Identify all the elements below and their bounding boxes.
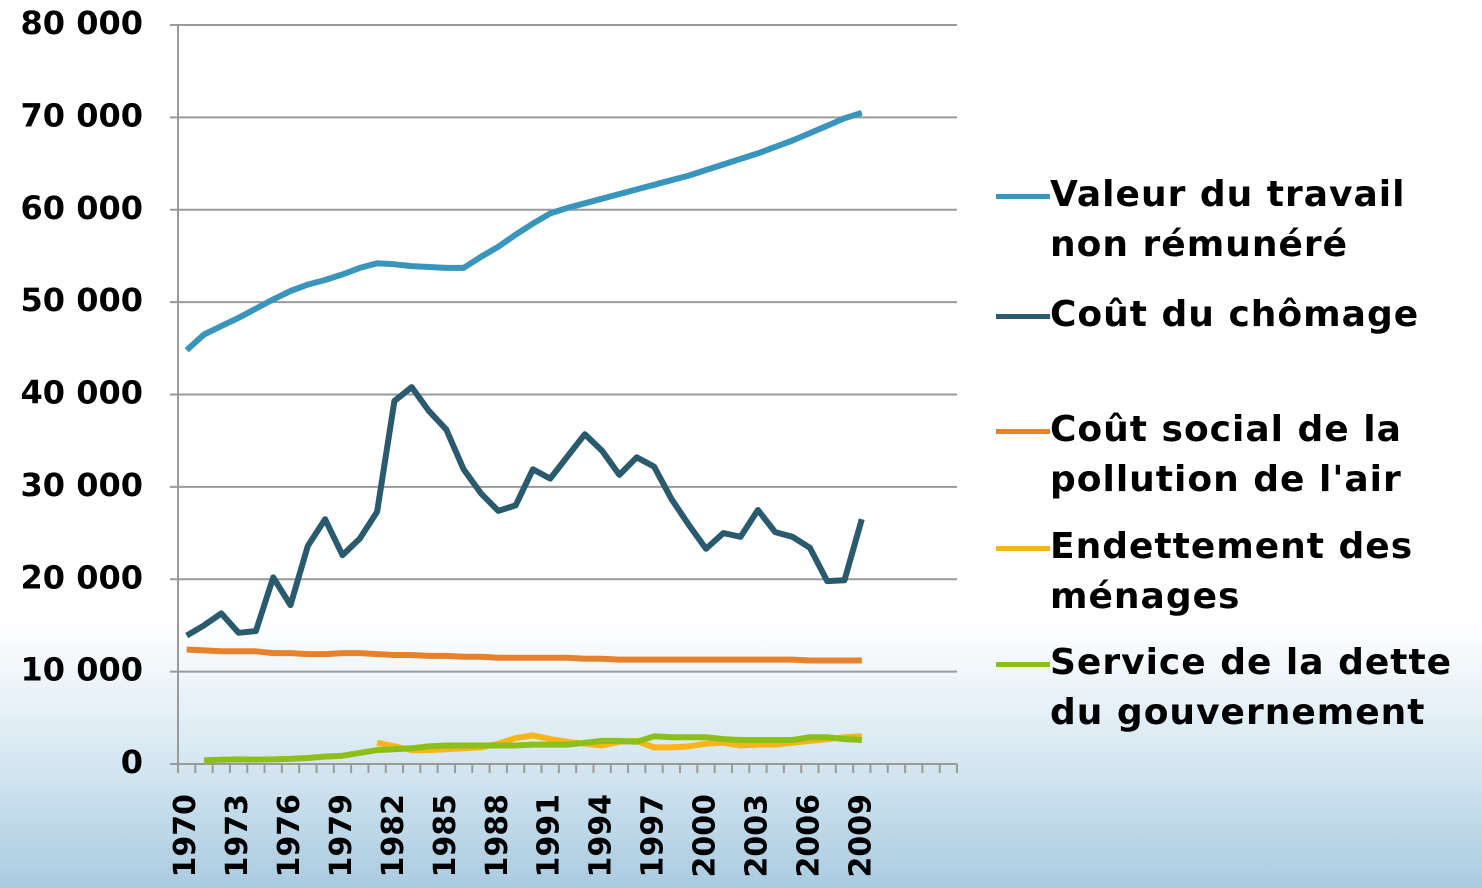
y-tick-label: 80 000 <box>21 4 143 42</box>
y-tick-label: 0 <box>121 743 143 781</box>
x-tick-label: 1997 <box>636 794 671 878</box>
x-tick-label: 1991 <box>532 794 567 878</box>
series-line <box>184 109 863 353</box>
legend-item: Service de la dette du gouvernement <box>996 638 1482 738</box>
x-tick-label: 1970 <box>168 794 203 878</box>
legend-label: Coût social de la pollution de l'air <box>1050 409 1402 500</box>
x-tick-label: 2006 <box>791 794 826 878</box>
legend-item: Coût social de la pollution de l'air <box>996 405 1482 505</box>
x-tick-label: 1988 <box>480 794 515 878</box>
y-tick-label: 30 000 <box>21 466 143 504</box>
series-line <box>203 733 862 764</box>
x-tick-label: 2000 <box>687 794 722 878</box>
x-tick-label: 1979 <box>324 794 359 878</box>
legend-label: Service de la dette du gouvernement <box>1050 642 1453 733</box>
x-tick-label: 1976 <box>272 794 307 878</box>
legend-label: Valeur du travail non rémunéré <box>1050 174 1406 265</box>
x-tick-label: 2003 <box>739 794 774 878</box>
y-tick-label: 70 000 <box>21 96 143 134</box>
y-tick-label: 20 000 <box>21 558 143 596</box>
legend-swatch <box>996 194 1050 199</box>
series-line <box>186 646 862 664</box>
y-tick-label: 10 000 <box>21 651 143 689</box>
x-tick-label: 1982 <box>376 794 411 878</box>
legend-swatch <box>996 314 1050 319</box>
x-tick-label: 1973 <box>220 794 255 878</box>
x-tick-label: 1994 <box>584 794 619 878</box>
y-tick-label: 40 000 <box>21 374 143 412</box>
legend-swatch <box>996 429 1050 434</box>
legend-label: Endettement des ménages <box>1050 526 1414 617</box>
x-tick-label: 1985 <box>428 794 463 878</box>
y-tick-label: 60 000 <box>21 189 143 227</box>
legend-label: Coût du chômage <box>1050 294 1420 335</box>
legend-item: Coût du chômage <box>996 290 1482 340</box>
series-line <box>185 384 865 639</box>
legend-item: Endettement des ménages <box>996 522 1482 622</box>
legend-swatch <box>996 546 1050 551</box>
legend-item: Valeur du travail non rémunéré <box>996 170 1482 270</box>
y-tick-label: 50 000 <box>21 281 143 319</box>
legend-swatch <box>996 662 1050 667</box>
x-tick-label: 2009 <box>843 794 878 878</box>
